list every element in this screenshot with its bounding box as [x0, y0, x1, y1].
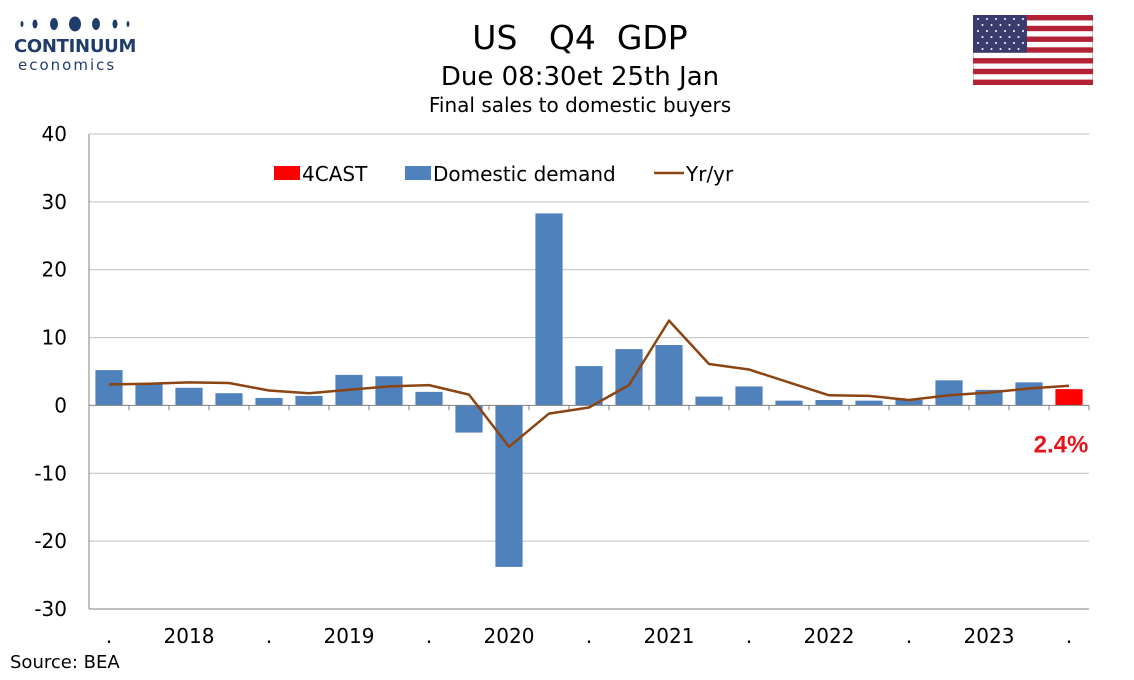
x-tick-label: 2022 — [804, 624, 855, 648]
chart-subtitle: Due 08:30et 25th Jan — [440, 62, 720, 92]
source-note: Source: BEA — [10, 652, 120, 673]
domestic-demand-bar — [895, 400, 923, 406]
y-tick-label: -20 — [34, 529, 67, 553]
x-tick-label: . — [266, 624, 272, 648]
domestic-demand-bar — [1015, 382, 1043, 406]
annotations: 2.4% — [1034, 431, 1089, 458]
domestic-demand-bar — [375, 376, 403, 406]
domestic-demand-bar — [855, 400, 883, 406]
domestic-demand-bar — [295, 395, 323, 406]
y-axis-tick-labels: -30 -20 -10 0 10 20 30 40 — [34, 122, 67, 621]
legend-swatch — [274, 166, 300, 180]
bars — [95, 213, 1083, 567]
domestic-demand-bar — [175, 387, 203, 406]
yr-yr-line — [108, 319, 1070, 449]
domestic-demand-bar — [95, 370, 123, 406]
x-tick-label: . — [1066, 624, 1072, 648]
domestic-demand-bar — [775, 400, 803, 406]
y-tick-label: 10 — [42, 326, 67, 350]
domestic-demand-bar — [695, 396, 723, 406]
domestic-demand-bar — [135, 383, 163, 406]
y-tick-label: -30 — [34, 597, 67, 621]
x-tick-label: . — [906, 624, 912, 648]
chart-subtitle-2: Final sales to domestic buyers — [428, 93, 732, 117]
domestic-demand-bar — [215, 393, 243, 406]
x-tick-label: 2023 — [964, 624, 1015, 648]
y-tick-label: 30 — [42, 190, 67, 214]
domestic-demand-bar — [535, 213, 563, 406]
us-flag-icon — [973, 15, 1093, 85]
domestic-demand-bar — [255, 397, 283, 406]
domestic-demand-bar — [575, 366, 603, 406]
x-tick-label: 2019 — [324, 624, 375, 648]
y-tick-label: 40 — [42, 122, 67, 146]
logo-subtitle: economics — [18, 56, 117, 74]
domestic-demand-bar — [935, 380, 963, 406]
legend-label: 4CAST — [302, 162, 368, 186]
domestic-demand-bar — [455, 405, 483, 433]
logo-name: CONTINUUM — [14, 36, 137, 57]
forecast-annotation: 2.4% — [1034, 431, 1089, 458]
chart-title: US Q4 GDP — [472, 18, 688, 57]
x-tick-label: . — [106, 624, 112, 648]
x-tick-label: . — [746, 624, 752, 648]
x-axis-tick-labels: . 2018. 2019. 2020. 2021. 2022. 2023. — [106, 624, 1072, 648]
x-tick-label: 2018 — [164, 624, 215, 648]
x-tick-label: 2021 — [644, 624, 695, 648]
y-tick-label: 20 — [42, 258, 67, 282]
legend-swatch — [405, 166, 431, 180]
continuum-economics-logo: CONTINUUM economics — [14, 14, 144, 78]
x-tick-label: . — [426, 624, 432, 648]
y-tick-label: 0 — [54, 393, 67, 417]
domestic-demand-bar — [615, 349, 643, 406]
x-tick-label: . — [586, 624, 592, 648]
domestic-demand-bar — [415, 391, 443, 406]
yr-yr-line-path — [108, 319, 1070, 449]
domestic-demand-bar — [815, 400, 843, 406]
domestic-demand-bar — [495, 405, 523, 567]
legend-label: Yr/yr — [685, 162, 734, 186]
logo-dots-icon — [20, 16, 130, 32]
legend: 4CAST Domestic demand Yr/yr — [274, 162, 734, 186]
y-tick-label: -10 — [34, 461, 67, 485]
forecast-bar — [1055, 389, 1083, 406]
domestic-demand-bar — [735, 386, 763, 406]
legend-label: Domestic demand — [433, 162, 616, 186]
domestic-demand-bar — [655, 345, 683, 406]
x-tick-label: 2020 — [484, 624, 535, 648]
